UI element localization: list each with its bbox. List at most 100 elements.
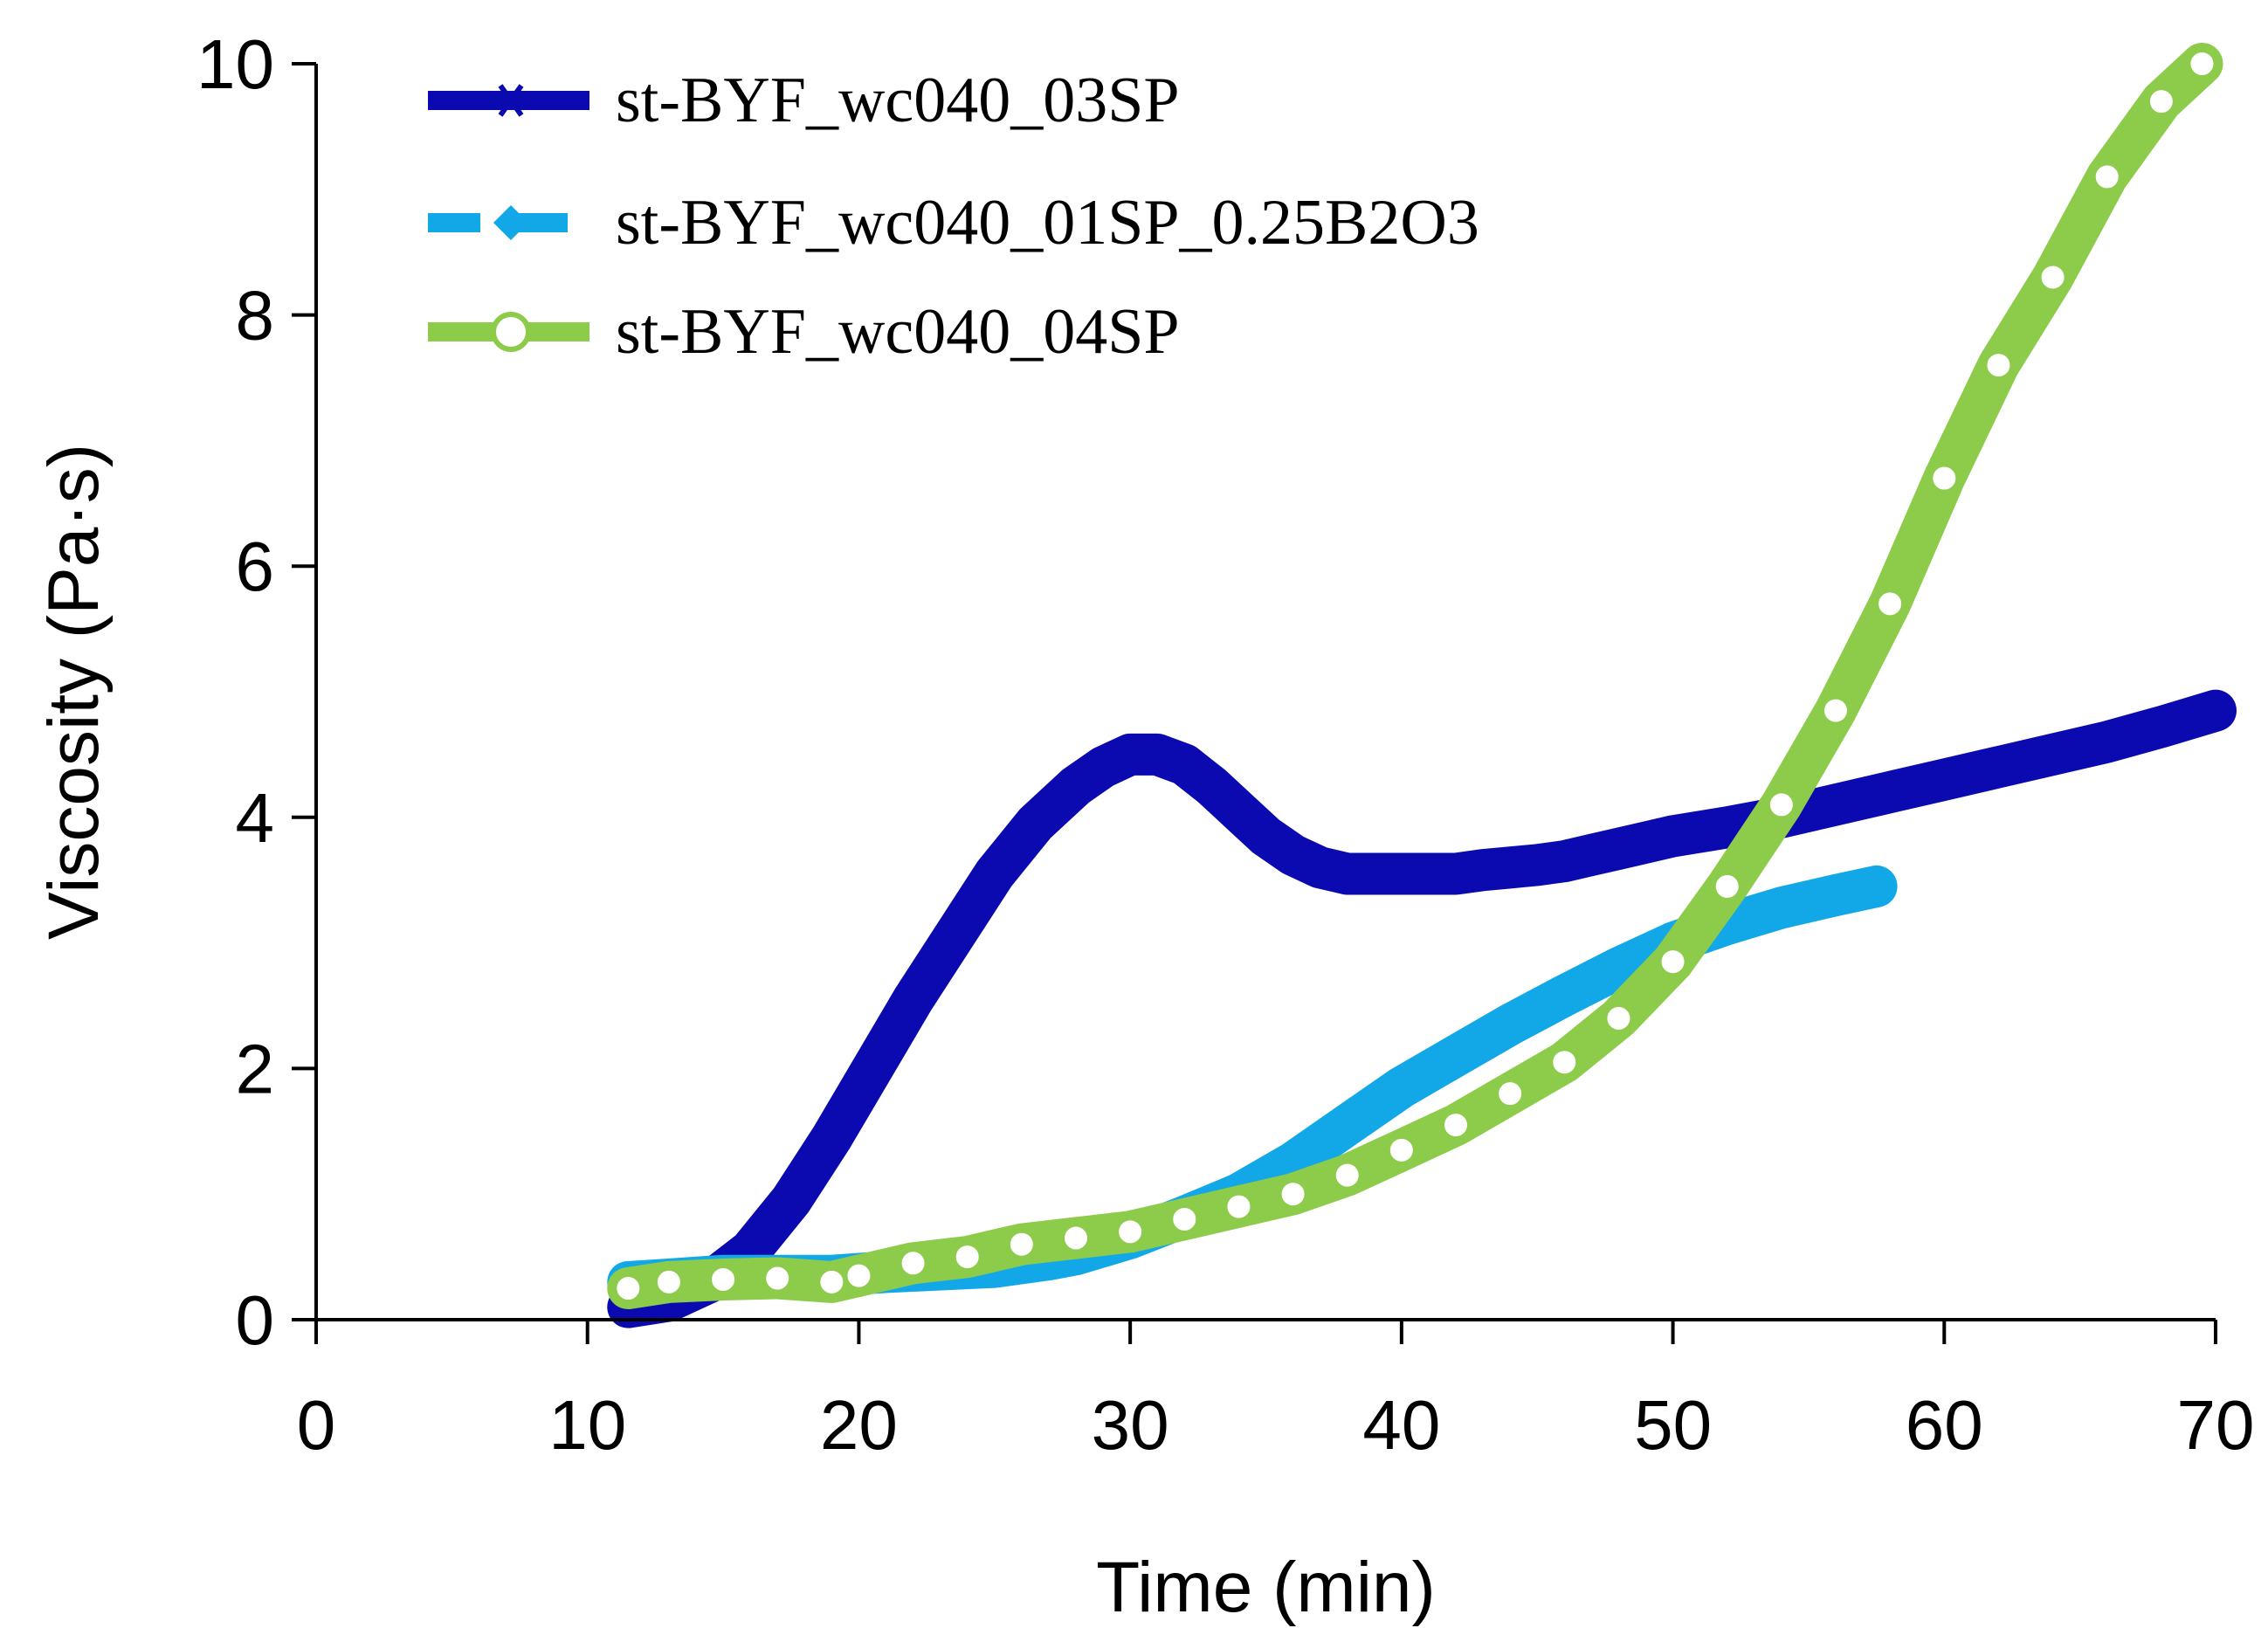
- series-1: [607, 689, 2237, 1328]
- data-point: [1876, 778, 1905, 806]
- data-point: [2147, 713, 2175, 741]
- data-point: [1333, 860, 1361, 887]
- y-tick-label: 8: [236, 277, 275, 355]
- x-tick-label: 40: [1362, 1386, 1440, 1464]
- data-point: [1279, 841, 1307, 869]
- data-point: [1330, 1158, 1364, 1192]
- data-point: [1442, 1042, 1470, 1071]
- data-point: [1550, 981, 1579, 1010]
- legend-marker: [491, 312, 531, 352]
- data-point: [1387, 1073, 1416, 1101]
- data-point: [1550, 847, 1579, 875]
- x-tick-label: 20: [820, 1386, 898, 1464]
- legend-label: st-BYF_wc040_03SP: [616, 65, 1180, 136]
- data-point: [1360, 860, 1389, 887]
- data-point: [1224, 797, 1253, 824]
- data-point: [611, 1272, 645, 1306]
- data-point: [1984, 753, 2013, 781]
- data-point: [950, 1240, 984, 1274]
- series-3: [607, 43, 2223, 1309]
- y-axis-title: Viscosity (Pa·s): [34, 444, 114, 940]
- data-point: [1021, 810, 1050, 838]
- data-point: [1604, 835, 1633, 863]
- data-point: [2202, 697, 2230, 724]
- data-point: [1493, 1077, 1527, 1111]
- legend-marker: [493, 84, 528, 117]
- legend-item: st-BYF_wc040_04SP: [428, 296, 1180, 368]
- x-tick-label: 10: [548, 1386, 626, 1464]
- data-point: [776, 1187, 805, 1214]
- data-point: [1710, 869, 1744, 903]
- data-point: [1384, 1133, 1418, 1167]
- data-point: [1251, 823, 1280, 850]
- data-point: [1764, 788, 1798, 822]
- data-point: [1113, 1215, 1148, 1249]
- data-point: [1496, 1011, 1525, 1039]
- data-point: [1862, 872, 1891, 900]
- x-tick-label: 70: [2177, 1386, 2255, 1464]
- data-point: [2144, 85, 2178, 119]
- data-point: [1604, 954, 1633, 983]
- y-tick-label: 4: [236, 779, 275, 857]
- data-point: [761, 1261, 795, 1295]
- data-point: [1059, 1221, 1093, 1255]
- data-point: [2036, 260, 2070, 294]
- data-point: [1062, 772, 1090, 800]
- legend: st-BYF_wc040_03SP st-BYF_wc040_01SP_0.25B…: [428, 65, 1479, 368]
- data-point: [1143, 741, 1172, 769]
- data-point: [1930, 766, 1959, 793]
- data-point: [815, 1265, 849, 1299]
- data-point: [858, 1055, 886, 1082]
- legend-label: st-BYF_wc040_04SP: [616, 296, 1180, 368]
- data-point: [817, 1124, 846, 1151]
- plot-series-layer: [607, 43, 2237, 1328]
- data-point: [2185, 47, 2219, 80]
- x-tick-label: 60: [1906, 1386, 1983, 1464]
- data-point: [1496, 853, 1525, 881]
- data-point: [1631, 829, 1660, 856]
- data-point: [1387, 860, 1416, 887]
- x-tick-label: 50: [1634, 1386, 1712, 1464]
- data-point: [1523, 852, 1552, 879]
- data-point: [1004, 1227, 1038, 1261]
- data-point: [1469, 856, 1498, 884]
- y-tick-label: 10: [196, 25, 274, 103]
- data-point: [1577, 841, 1606, 869]
- y-tick-label: 6: [236, 528, 275, 605]
- data-point: [1276, 1177, 1310, 1211]
- data-point: [1822, 791, 1850, 818]
- data-point: [651, 1265, 686, 1299]
- data-point: [1116, 741, 1145, 769]
- data-point: [1767, 893, 1796, 922]
- axes-layer: 0 2 4 6 8 10 0 10 20 30 40 50 60 70: [196, 25, 2254, 1464]
- data-point: [1656, 945, 1690, 979]
- data-point: [940, 923, 969, 950]
- data-point: [1222, 1190, 1256, 1224]
- data-point: [1168, 1202, 1202, 1236]
- data-point: [1306, 853, 1334, 881]
- data-point: [1658, 823, 1687, 850]
- data-point: [1414, 860, 1443, 887]
- data-point: [896, 1246, 930, 1280]
- data-point: [1170, 751, 1199, 778]
- x-axis-title: Time (min): [1096, 1548, 1436, 1627]
- data-point: [899, 985, 927, 1013]
- data-point: [707, 1262, 741, 1296]
- legend-item: st-BYF_wc040_01SP_0.25B2O3: [428, 187, 1479, 259]
- y-tick-label: 2: [236, 1030, 275, 1107]
- data-point: [1548, 1045, 1582, 1080]
- data-point: [842, 1259, 876, 1293]
- data-point: [2090, 160, 2124, 194]
- data-point: [2092, 728, 2121, 755]
- y-tick-label: 0: [236, 1281, 275, 1359]
- legend-label: st-BYF_wc040_01SP_0.25B2O3: [616, 187, 1479, 259]
- data-point: [1439, 1108, 1472, 1142]
- series-line: [607, 689, 2237, 1328]
- data-point: [2038, 741, 2067, 769]
- x-tick-label: 30: [1092, 1386, 1169, 1464]
- data-point: [1602, 1001, 1636, 1035]
- data-point: [1197, 772, 1226, 800]
- data-point: [1819, 693, 1852, 728]
- x-tick-label: 0: [297, 1386, 336, 1464]
